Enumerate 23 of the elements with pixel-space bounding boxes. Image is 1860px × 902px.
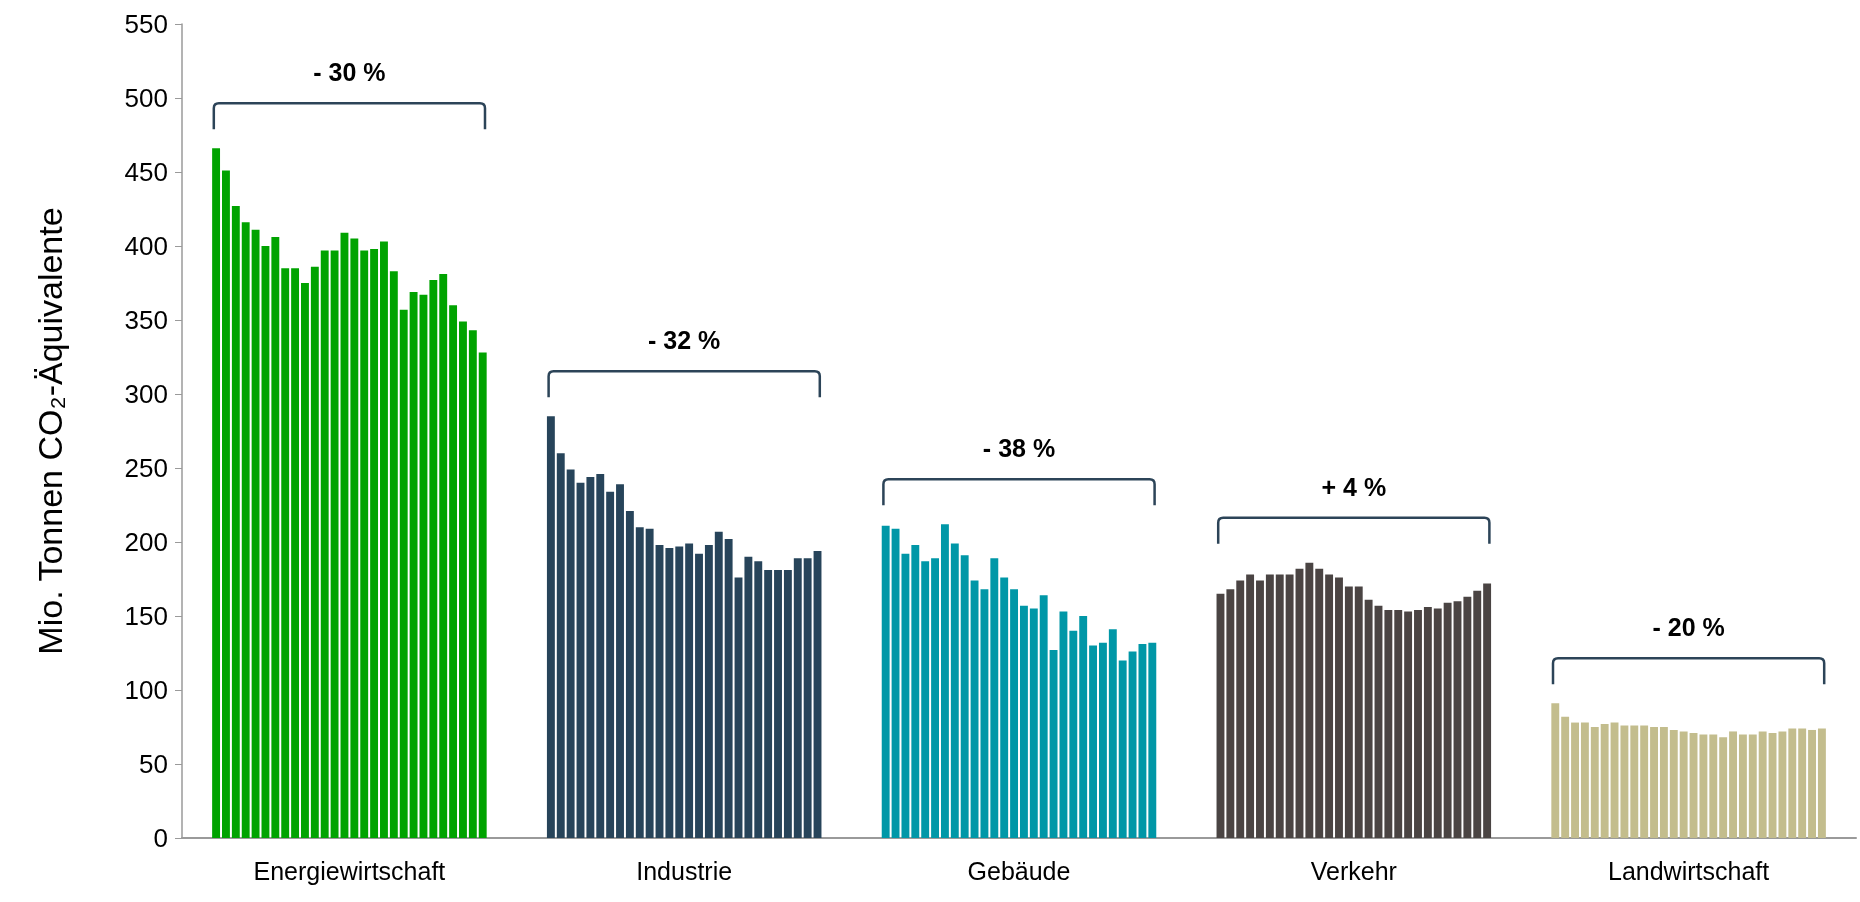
- y-tick-label: 250: [124, 453, 168, 483]
- y-tick-label: 100: [124, 675, 168, 705]
- annotation: - 30 %: [313, 58, 386, 87]
- x-tick-label: Gebäude: [967, 856, 1071, 885]
- x-tick-label: Verkehr: [1310, 856, 1397, 885]
- annotation: - 38 %: [982, 434, 1056, 463]
- y-tick-label: 200: [124, 527, 168, 557]
- y-tick-label: 300: [124, 379, 168, 409]
- annotation: - 32 %: [648, 326, 721, 355]
- annotation: - 20 %: [1652, 613, 1725, 642]
- y-tick-label: 50: [139, 749, 168, 779]
- x-tick-label: Landwirtschaft: [1608, 856, 1770, 885]
- y-tick-label: 150: [124, 601, 168, 631]
- y-tick-label: 350: [124, 305, 168, 335]
- x-tick-label: Industrie: [636, 856, 733, 885]
- y-tick-label: 550: [124, 9, 168, 39]
- y-axis-title: Mio. Tonnen CO₂-Äquivalente: [31, 207, 69, 655]
- y-tick-label: 500: [124, 83, 168, 113]
- x-tick-label: Energiewirtschaft: [253, 856, 446, 885]
- y-tick-label: 0: [153, 823, 168, 853]
- y-tick-label: 450: [124, 157, 168, 187]
- annotation: + 4 %: [1321, 472, 1387, 501]
- y-tick-label: 400: [124, 231, 168, 261]
